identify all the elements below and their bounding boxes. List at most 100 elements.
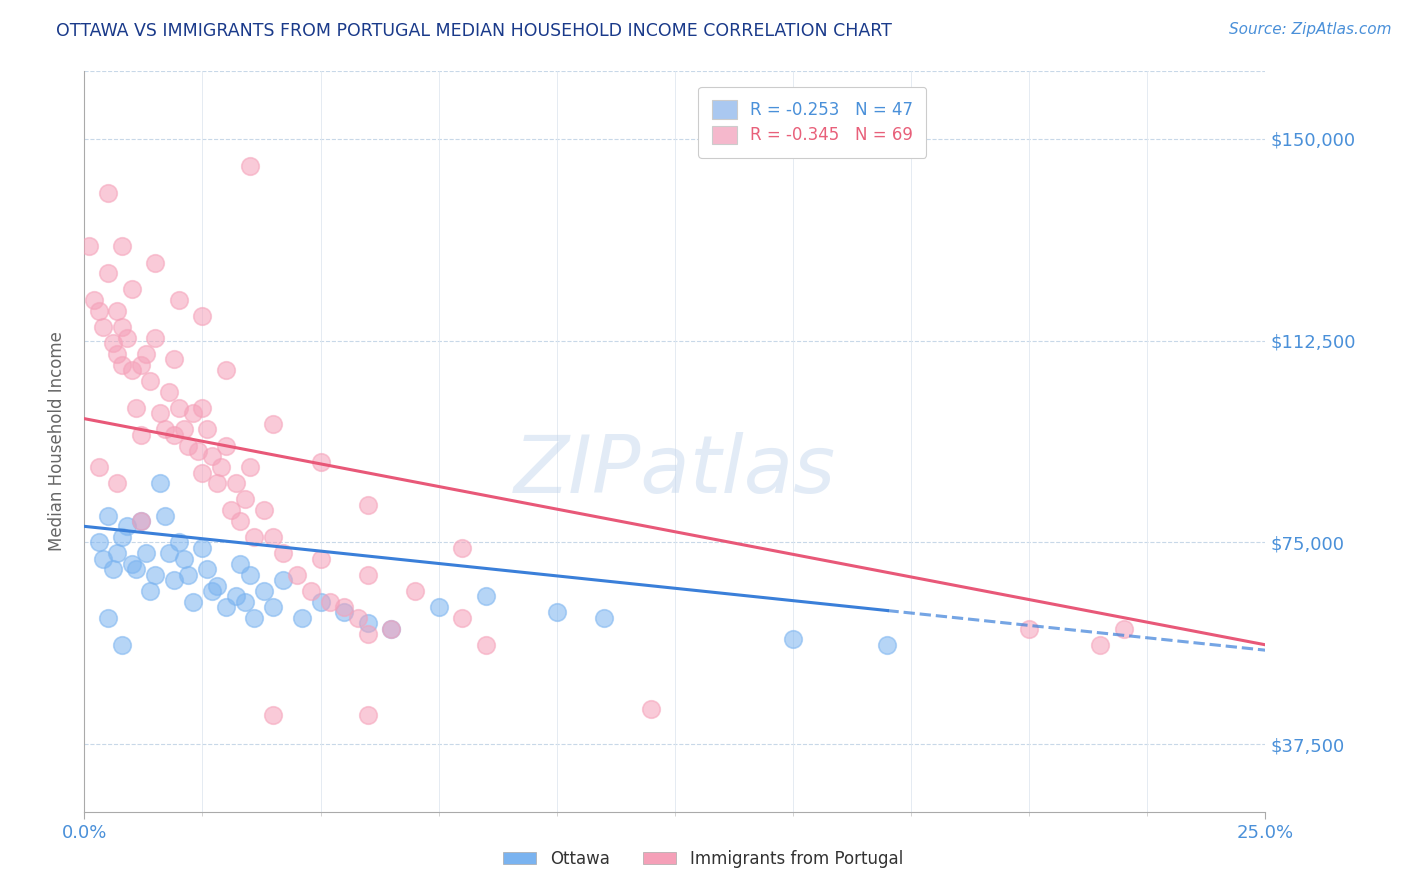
Point xyxy=(135,546,157,560)
Point xyxy=(191,401,214,415)
Point xyxy=(157,384,180,399)
Text: Source: ZipAtlas.com: Source: ZipAtlas.com xyxy=(1229,22,1392,37)
Point xyxy=(97,611,120,625)
Point xyxy=(97,266,120,280)
Point xyxy=(380,622,402,636)
Point xyxy=(143,255,166,269)
Point xyxy=(121,282,143,296)
Point xyxy=(239,567,262,582)
Point xyxy=(125,562,148,576)
Point xyxy=(233,492,256,507)
Point xyxy=(129,427,152,442)
Point xyxy=(77,239,100,253)
Point xyxy=(1088,638,1111,652)
Point xyxy=(87,460,110,475)
Legend: Ottawa, Immigrants from Portugal: Ottawa, Immigrants from Portugal xyxy=(496,844,910,875)
Point xyxy=(83,293,105,308)
Point xyxy=(229,557,252,571)
Point xyxy=(357,707,380,722)
Point xyxy=(107,304,129,318)
Point xyxy=(546,606,568,620)
Point xyxy=(121,557,143,571)
Point xyxy=(253,584,276,599)
Point xyxy=(262,707,284,722)
Point xyxy=(319,595,342,609)
Point xyxy=(380,622,402,636)
Point xyxy=(101,336,124,351)
Point xyxy=(191,310,214,324)
Point xyxy=(129,358,152,372)
Point xyxy=(135,347,157,361)
Point xyxy=(451,541,474,555)
Point xyxy=(201,450,224,464)
Point xyxy=(285,567,308,582)
Point xyxy=(163,352,186,367)
Point xyxy=(215,600,238,615)
Text: ZIPatlas: ZIPatlas xyxy=(513,432,837,510)
Point xyxy=(157,546,180,560)
Point xyxy=(475,590,498,604)
Point xyxy=(357,616,380,631)
Point xyxy=(121,363,143,377)
Point xyxy=(91,551,114,566)
Point xyxy=(111,638,134,652)
Point xyxy=(1112,622,1135,636)
Point xyxy=(347,611,370,625)
Text: OTTAWA VS IMMIGRANTS FROM PORTUGAL MEDIAN HOUSEHOLD INCOME CORRELATION CHART: OTTAWA VS IMMIGRANTS FROM PORTUGAL MEDIA… xyxy=(56,22,893,40)
Point xyxy=(187,444,209,458)
Point xyxy=(111,239,134,253)
Point xyxy=(173,422,195,436)
Point xyxy=(191,541,214,555)
Point xyxy=(143,331,166,345)
Point xyxy=(262,417,284,431)
Point xyxy=(291,611,314,625)
Point xyxy=(111,530,134,544)
Point xyxy=(1018,622,1040,636)
Point xyxy=(177,567,200,582)
Point xyxy=(239,460,262,475)
Point xyxy=(107,476,129,491)
Point xyxy=(125,401,148,415)
Point xyxy=(209,460,232,475)
Point xyxy=(225,476,247,491)
Point xyxy=(299,584,322,599)
Point xyxy=(451,611,474,625)
Point xyxy=(201,584,224,599)
Point xyxy=(271,546,294,560)
Point xyxy=(640,702,662,716)
Point xyxy=(139,584,162,599)
Point xyxy=(357,567,380,582)
Point xyxy=(782,632,804,647)
Point xyxy=(427,600,450,615)
Point xyxy=(205,476,228,491)
Point xyxy=(333,606,356,620)
Point xyxy=(167,401,190,415)
Point xyxy=(357,627,380,641)
Point xyxy=(333,600,356,615)
Point xyxy=(215,363,238,377)
Point xyxy=(181,595,204,609)
Point xyxy=(253,503,276,517)
Point xyxy=(239,159,262,173)
Point xyxy=(139,374,162,388)
Point xyxy=(475,638,498,652)
Point xyxy=(309,551,332,566)
Point xyxy=(357,498,380,512)
Point xyxy=(97,186,120,200)
Point xyxy=(87,304,110,318)
Point xyxy=(163,427,186,442)
Point xyxy=(593,611,616,625)
Point xyxy=(149,476,172,491)
Point xyxy=(111,358,134,372)
Point xyxy=(177,439,200,453)
Point xyxy=(163,573,186,587)
Point xyxy=(153,508,176,523)
Y-axis label: Median Household Income: Median Household Income xyxy=(48,332,66,551)
Point xyxy=(233,595,256,609)
Point xyxy=(271,573,294,587)
Point xyxy=(195,422,218,436)
Point xyxy=(205,578,228,592)
Point xyxy=(215,439,238,453)
Point xyxy=(309,455,332,469)
Point xyxy=(229,514,252,528)
